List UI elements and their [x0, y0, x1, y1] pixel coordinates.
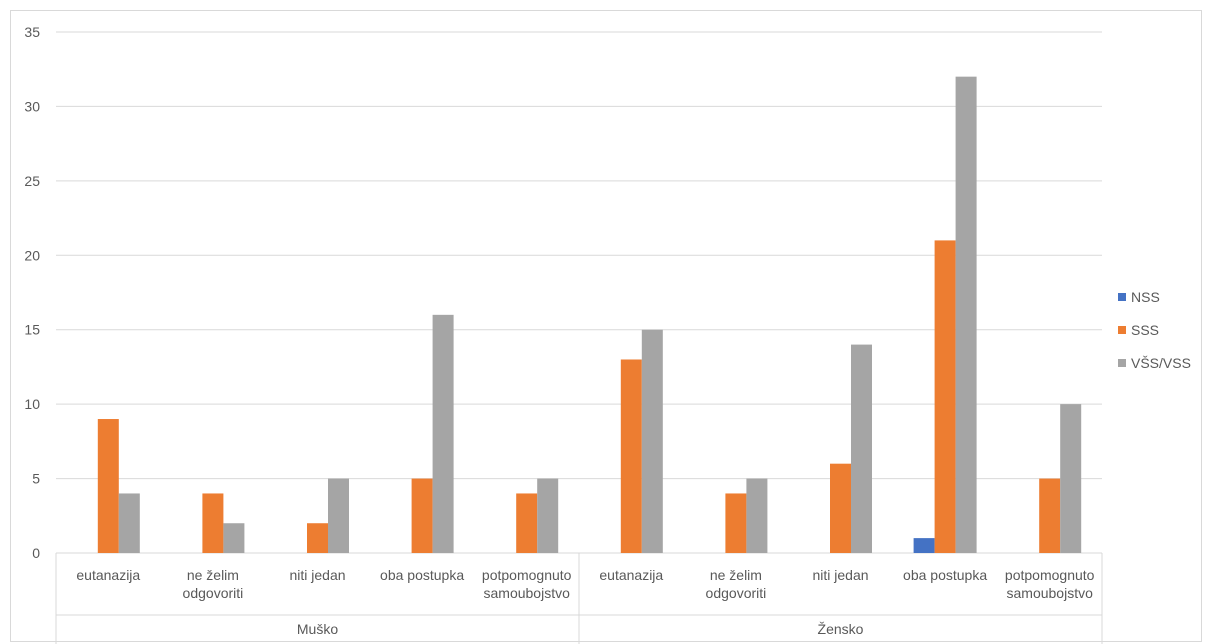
bar [516, 493, 538, 553]
bar [411, 478, 433, 553]
bar [641, 329, 663, 553]
y-tick-label: 25 [24, 173, 40, 189]
legend-label: VŠS/VSS [1131, 355, 1191, 371]
y-tick-label: 15 [24, 322, 40, 338]
bar [537, 478, 559, 553]
x-tick-label: eutanazija [599, 567, 663, 583]
bar [97, 419, 119, 553]
x-tick-label: eutanazija [76, 567, 140, 583]
x-tick-label: ne želim odgovoriti [706, 567, 767, 601]
y-tick-label: 0 [32, 545, 40, 561]
x-tick-label: potpomognuto samoubojstvo [482, 567, 572, 601]
legend-label: NSS [1131, 289, 1160, 305]
y-tick-label: 5 [32, 471, 40, 487]
bar [223, 523, 245, 553]
bar [913, 538, 935, 553]
y-tick-label: 30 [24, 98, 40, 114]
legend-label: SSS [1131, 322, 1159, 338]
bar [955, 76, 977, 554]
bar [934, 240, 956, 553]
y-tick-label: 35 [24, 24, 40, 40]
y-tick-label: 10 [24, 396, 40, 412]
x-tick-label: ne želim odgovoriti [183, 567, 244, 601]
x-tick-label: niti jedan [812, 567, 868, 583]
bar [1060, 404, 1082, 553]
bar [328, 478, 349, 553]
legend-swatch [1118, 293, 1126, 301]
legend-swatch [1118, 359, 1126, 367]
bar [725, 493, 747, 553]
x-tick-label: oba postupka [380, 567, 464, 583]
bar [851, 344, 872, 553]
bar [307, 523, 328, 553]
x-tick-label: oba postupka [903, 567, 987, 583]
bar [830, 463, 851, 553]
bar [118, 493, 140, 553]
y-tick-label: 20 [24, 247, 40, 263]
bar [1039, 478, 1061, 553]
x-tick-label: niti jedan [289, 567, 345, 583]
bar [620, 359, 642, 553]
x-group-label: Muško [297, 621, 338, 637]
legend-swatch [1118, 326, 1126, 334]
x-group-label: Žensko [818, 621, 864, 637]
x-tick-label: potpomognuto samoubojstvo [1005, 567, 1095, 601]
bar [746, 478, 768, 553]
bar [202, 493, 224, 553]
bar [432, 314, 454, 553]
